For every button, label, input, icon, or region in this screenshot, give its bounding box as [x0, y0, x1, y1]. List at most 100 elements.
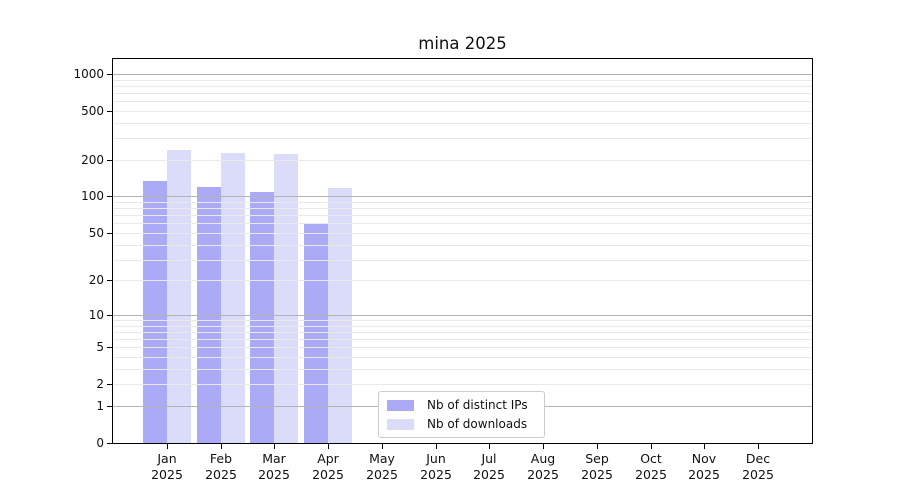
- x-tick-year-text: 2025: [688, 466, 720, 482]
- legend-swatch: [387, 399, 414, 411]
- x-tick-year-text: 2025: [527, 466, 559, 482]
- x-tick-year-text: 2025: [581, 466, 613, 482]
- x-tick-year-text: 2025: [366, 466, 398, 482]
- x-tick-label-jan: Jan 2025: [137, 451, 197, 482]
- x-tick-month-text: Jan: [157, 451, 177, 466]
- y-tick-label-1000: 1000: [73, 67, 104, 81]
- x-tick-may: [382, 444, 383, 449]
- y-tick-label-2: 2: [96, 377, 104, 391]
- x-tick-month-text: Nov: [691, 451, 717, 466]
- minor-gridline-4: [113, 357, 812, 358]
- y-tick-100: [107, 196, 113, 197]
- y-tick-1000: [107, 74, 113, 75]
- x-tick-label-apr: Apr 2025: [298, 451, 358, 482]
- legend-swatch: [387, 418, 414, 430]
- x-tick-label-jun: Jun 2025: [406, 451, 466, 482]
- x-tick-label-dec: Dec 2025: [728, 451, 788, 482]
- y-tick-label-200: 200: [81, 153, 104, 167]
- chart-title: mina 2025: [418, 34, 507, 53]
- minor-gridline-80: [113, 208, 812, 209]
- minor-gridline-50: [113, 233, 812, 234]
- x-tick-label-mar: Mar 2025: [244, 451, 304, 482]
- legend-label: Nb of distinct IPs: [427, 398, 528, 412]
- x-tick-feb: [221, 444, 222, 449]
- minor-gridline-30: [113, 260, 812, 261]
- x-tick-year-text: 2025: [473, 466, 505, 482]
- y-tick-500: [107, 111, 113, 112]
- y-tick-label-20: 20: [88, 273, 104, 287]
- minor-gridline-3: [113, 369, 812, 370]
- x-tick-year-text: 2025: [151, 466, 183, 482]
- x-tick-mar: [274, 444, 275, 449]
- minor-gridline-9: [113, 320, 812, 321]
- x-tick-label-jul: Jul 2025: [459, 451, 519, 482]
- x-tick-year-text: 2025: [635, 466, 667, 482]
- minor-gridline-800: [113, 86, 812, 87]
- minor-gridline-40: [113, 245, 812, 246]
- legend-item: Nb of downloads: [387, 416, 536, 432]
- y-tick-200: [107, 160, 113, 161]
- minor-gridline-700: [113, 93, 812, 94]
- x-tick-year-text: 2025: [205, 466, 237, 482]
- major-gridline-10: [113, 315, 812, 316]
- x-tick-label-nov: Nov 2025: [674, 451, 734, 482]
- x-tick-month-text: Sep: [585, 451, 609, 466]
- y-tick-0: [107, 443, 113, 444]
- x-tick-oct: [651, 444, 652, 449]
- minor-gridline-7: [113, 332, 812, 333]
- x-tick-month-text: Oct: [640, 451, 662, 466]
- major-gridline-100: [113, 196, 812, 197]
- minor-gridline-300: [113, 138, 812, 139]
- y-tick-10: [107, 315, 113, 316]
- bar-downloads-jan: [167, 150, 191, 443]
- minor-gridline-600: [113, 101, 812, 102]
- y-tick-50: [107, 233, 113, 234]
- minor-gridline-900: [113, 80, 812, 81]
- x-tick-year-text: 2025: [742, 466, 774, 482]
- x-tick-label-aug: Aug 2025: [513, 451, 573, 482]
- y-tick-20: [107, 280, 113, 281]
- x-tick-month-text: Feb: [209, 451, 233, 466]
- minor-gridline-200: [113, 160, 812, 161]
- minor-gridline-5: [113, 347, 812, 348]
- minor-gridline-20: [113, 280, 812, 281]
- x-tick-month-text: Dec: [745, 451, 771, 466]
- y-tick-label-0: 0: [96, 436, 104, 450]
- x-tick-year-text: 2025: [312, 466, 344, 482]
- minor-gridline-400: [113, 123, 812, 124]
- y-tick-5: [107, 347, 113, 348]
- legend-label: Nb of downloads: [427, 417, 528, 431]
- x-tick-nov: [704, 444, 705, 449]
- major-gridline-1000: [113, 74, 812, 75]
- x-tick-month-text: Jul: [481, 451, 497, 466]
- bar-downloads-mar: [274, 154, 298, 443]
- y-tick-2: [107, 384, 113, 385]
- x-tick-label-oct: Oct 2025: [621, 451, 681, 482]
- bar-ips-apr: [304, 223, 328, 443]
- bar-ips-jan: [143, 181, 167, 443]
- y-tick-label-10: 10: [88, 308, 104, 322]
- x-tick-label-feb: Feb 2025: [191, 451, 251, 482]
- x-tick-jun: [436, 444, 437, 449]
- minor-gridline-70: [113, 215, 812, 216]
- x-tick-sep: [597, 444, 598, 449]
- bar-downloads-feb: [221, 153, 245, 443]
- minor-gridline-6: [113, 339, 812, 340]
- x-tick-label-may: May 2025: [352, 451, 412, 482]
- x-tick-aug: [543, 444, 544, 449]
- minor-gridline-500: [113, 111, 812, 112]
- y-tick-label-5: 5: [96, 340, 104, 354]
- x-tick-month-text: Apr: [317, 451, 339, 466]
- minor-gridline-60: [113, 223, 812, 224]
- y-tick-label-1: 1: [96, 399, 104, 413]
- y-tick-label-100: 100: [81, 189, 104, 203]
- minor-gridline-8: [113, 326, 812, 327]
- y-tick-label-50: 50: [88, 226, 104, 240]
- legend: Nb of distinct IPs Nb of downloads: [378, 391, 545, 438]
- x-tick-year-text: 2025: [420, 466, 452, 482]
- x-tick-month-text: Jun: [426, 451, 446, 466]
- x-tick-month-text: Mar: [262, 451, 286, 466]
- x-tick-month-text: Aug: [530, 451, 556, 466]
- minor-gridline-90: [113, 202, 812, 203]
